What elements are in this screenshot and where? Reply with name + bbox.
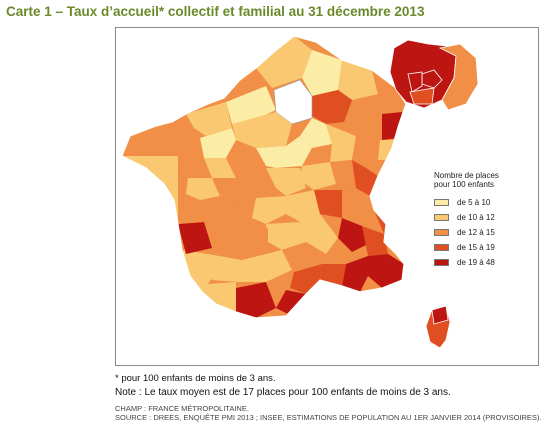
note-text: Note : Le taux moyen est de 17 places po… [115,387,451,398]
notes-block: * pour 100 enfants de moins de 3 ans. No… [115,373,542,422]
legend-item: de 15 à 19 [434,242,499,252]
dept-alpes-maritimes-var [368,254,404,288]
dept-aveyron-south [282,242,326,272]
dept-gard [320,264,346,286]
legend-swatch [434,198,449,206]
ile-de-france-inset [389,39,479,111]
legend-item: de 10 à 12 [434,212,499,222]
dept-charente-maritime [178,196,204,224]
dept-drome [338,218,368,252]
legend-label: de 19 à 48 [457,257,495,267]
dept-jura-ain [352,160,378,196]
dept-saone-et-loire [330,160,358,186]
map-title: Carte 1 – Taux d’accueil* collectif et f… [6,4,425,19]
dept-herault [290,264,322,294]
dept-brittany-west [122,156,178,224]
legend-label: de 5 à 10 [457,197,491,207]
dept-manche [186,102,232,136]
dept-cantal-aveyron [266,222,306,250]
departments-layer [122,36,406,318]
legend-title: Nombre de places pour 100 enfants [434,171,499,189]
dept-seine-et-marne [438,43,479,111]
legend-label: de 12 à 15 [457,227,495,237]
legend-label: de 15 à 19 [457,242,495,252]
dept-allier [266,168,306,196]
dept-pyrenees-orientales [276,290,306,316]
dept-dordogne [212,204,252,232]
map-frame: Nombre de places pour 100 enfants de 5 à… [115,27,539,366]
legend-item: de 5 à 10 [434,197,499,207]
dept-cotes-armor [156,118,200,158]
dept-tarn [238,250,292,282]
dept-meuse [372,70,400,114]
dept-doubs [352,136,378,168]
dept-landes [182,250,212,292]
dept-aube-marne [312,90,352,124]
legend-item: de 12 à 15 [434,227,499,237]
dept-hautes-alpes [362,226,388,256]
corsica [425,305,451,349]
dept-rhone-isere [342,190,374,226]
dept-haute-marne-cote-or [326,124,356,162]
legend-swatch [434,258,449,266]
dept-mayenne [200,128,236,158]
dept-aisne [302,50,342,96]
legend-swatch [434,228,449,236]
dept-haute-corse [431,305,449,325]
dept-hautes-pyrenees [202,282,236,312]
dept-yonne [300,118,332,148]
dept-creuse-correze [252,196,286,224]
dept-lorraine [344,100,380,138]
dept-puy-de-dome [286,190,320,222]
legend-item: de 19 à 48 [434,257,499,267]
legend-swatch [434,243,449,251]
dept-gironde [178,222,212,254]
dept-hauts-de-seine [407,71,423,93]
dept-nievre [300,162,336,190]
dept-ardennes-marne [338,60,378,100]
france-outline [121,35,407,319]
dept-gers [208,254,242,282]
champ-text: CHAMP : FRANCE MÉTROPOLITAINE. [115,404,249,413]
map-legend: Nombre de places pour 100 enfants de 5 à… [434,171,499,272]
dept-haute-loire-lozere [300,214,338,254]
dept-bouches-du-rhone [342,256,368,292]
source-text: SOURCE : DREES, ENQUÊTE PMI 2013 ; INSEE… [115,413,542,422]
dept-lot [224,228,268,260]
dept-vienne [212,178,240,206]
dept-sarthe-loiret [232,112,292,148]
dept-nord-somme [256,36,312,88]
dept-indre [236,168,276,198]
legend-label: de 10 à 12 [457,212,495,222]
legend-title-line1: Nombre de places [434,171,499,180]
legend-rows: de 5 à 10 de 10 à 12 de 12 à 15 de 15 à 19 d… [434,197,499,267]
footnote: * pour 100 enfants de moins de 3 ans. [115,373,276,384]
dept-loire [314,190,342,218]
legend-swatch [434,213,449,221]
dept-vendee [186,178,220,200]
dept-loir-et-cher-cher [256,136,312,168]
france-department-map [121,35,479,349]
dept-essonne [409,87,435,105]
dept-calvados-orne [226,86,276,124]
dept-ariege-haute-garonne [236,282,276,318]
legend-title-line2: pour 100 enfants [434,180,495,189]
